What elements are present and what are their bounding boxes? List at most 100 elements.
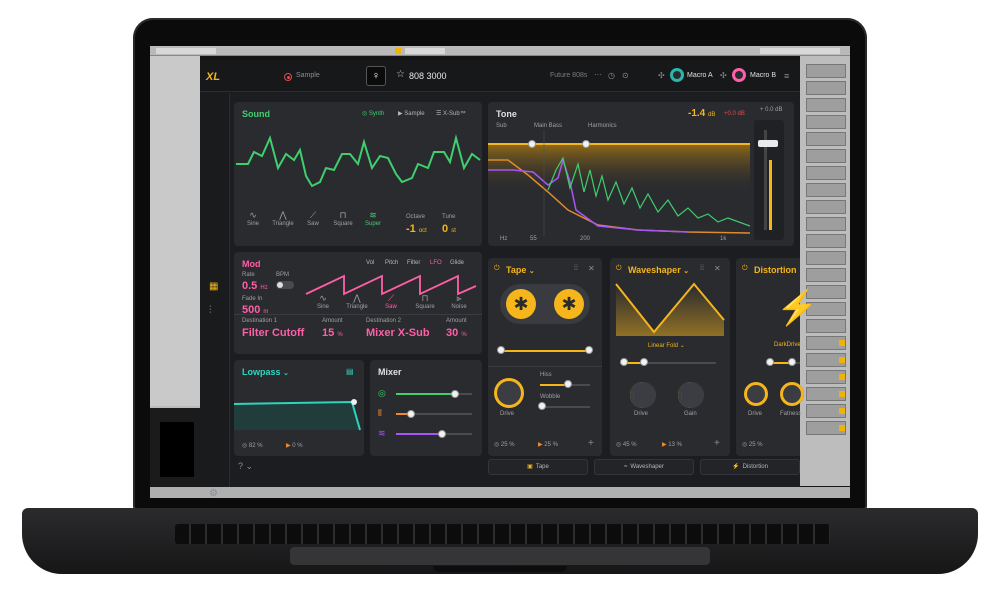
dist-mix1[interactable]: ◎ 25 % xyxy=(742,442,763,448)
output-fader-handle[interactable] xyxy=(758,140,778,147)
daw-clip-slot[interactable] xyxy=(806,217,846,231)
dest2-amount[interactable]: 30 % xyxy=(446,327,467,339)
macro-b-knob[interactable] xyxy=(732,68,746,82)
fx-tab-tape[interactable]: ▣ Tape xyxy=(488,459,588,475)
lfo-noise[interactable]: ⫸ Noise xyxy=(444,293,474,310)
add-icon[interactable]: + xyxy=(588,438,594,449)
macro-a-knob[interactable] xyxy=(670,68,684,82)
waveshaper-mode[interactable]: Linear Fold ⌄ xyxy=(648,343,685,349)
filter-menu-icon[interactable]: ▤ xyxy=(346,367,354,376)
tape-mix2[interactable]: ▶ 25 % xyxy=(538,441,558,448)
fx-tab-distortion[interactable]: ⚡ Distortion xyxy=(700,459,800,475)
daw-clip-slot[interactable] xyxy=(806,132,846,146)
ws-mix1[interactable]: ◎ 45 % xyxy=(616,442,637,448)
more-options-icon[interactable]: ··· xyxy=(594,70,602,79)
waveform-square[interactable]: ⊓ Square xyxy=(328,210,358,227)
close-icon[interactable]: ✕ xyxy=(714,264,721,273)
daw-clip-slot[interactable] xyxy=(806,115,846,129)
drag-macro-b-icon[interactable]: ✣ xyxy=(720,71,727,80)
bpm-toggle[interactable] xyxy=(276,281,294,289)
hiss-handle[interactable] xyxy=(564,380,572,388)
daw-clip-slot[interactable] xyxy=(806,98,846,112)
mode-xsub[interactable]: ☰ X-Sub™ xyxy=(436,111,466,117)
waveform-sine[interactable]: ∿ Sine xyxy=(238,210,268,227)
tape-range-handle-high[interactable] xyxy=(585,346,593,354)
tune-value[interactable]: 0 st xyxy=(442,223,456,235)
distortion-title[interactable]: Distortion xyxy=(754,265,797,275)
record-icon[interactable] xyxy=(284,73,292,81)
tape-range-handle-low[interactable] xyxy=(497,346,505,354)
add-icon[interactable]: + xyxy=(714,438,720,449)
filter-title[interactable]: Lowpass ⌄ xyxy=(242,367,289,377)
waveform-saw[interactable]: ⟋ Saw xyxy=(298,210,328,227)
daw-clip-launch[interactable] xyxy=(839,425,845,431)
preset-name[interactable]: 808 3000 xyxy=(409,71,447,81)
help-icon[interactable]: ? ⌄ xyxy=(238,461,254,471)
tone-gain[interactable]: -1.4 dB xyxy=(688,108,715,119)
drag-handle-icon[interactable]: ⁞⁞ xyxy=(574,265,578,272)
waveshaper-power-icon[interactable]: ⏻ xyxy=(616,265,622,272)
mod-target-pitch[interactable]: Pitch xyxy=(385,260,399,266)
dest1-amount[interactable]: 15 % xyxy=(322,327,343,339)
preset-artwork-icon[interactable]: ♀ xyxy=(366,66,386,86)
ws-range-handle-high[interactable] xyxy=(640,358,648,366)
fade-value[interactable]: 500 m xyxy=(242,304,268,316)
macro-b[interactable]: Macro B xyxy=(732,68,776,82)
daw-clip-slot[interactable] xyxy=(806,183,846,197)
mod-target-filter[interactable]: Filter xyxy=(407,260,421,266)
ws-range-handle-low[interactable] xyxy=(620,358,628,366)
drag-macro-a-icon[interactable]: ✣ xyxy=(658,71,665,80)
daw-clip-slot[interactable] xyxy=(806,404,846,418)
tape-mix1[interactable]: ◎ 25 % xyxy=(494,442,515,448)
dest2-value[interactable]: Mixer X-Sub xyxy=(366,327,430,339)
reso-readout[interactable]: ▶ 0 % xyxy=(286,442,303,449)
ws-mix2[interactable]: ▶ 13 % xyxy=(662,441,682,448)
mixer-handle-2[interactable] xyxy=(407,410,415,418)
daw-clip-slot[interactable] xyxy=(806,302,846,316)
mixer-view-icon[interactable]: ⫶ xyxy=(209,305,212,316)
waveform-triangle[interactable]: ⋀ Triangle xyxy=(268,210,298,227)
tape-range-slider[interactable] xyxy=(500,350,590,352)
mixer-slider-2[interactable] xyxy=(396,413,472,415)
daw-clip-launch[interactable] xyxy=(839,391,845,397)
daw-clip-slot[interactable] xyxy=(806,336,846,350)
grid-view-icon[interactable]: ▦ xyxy=(209,281,219,292)
output-fader[interactable] xyxy=(754,120,784,240)
sample-button[interactable]: Sample xyxy=(296,72,320,79)
dist-fat-knob[interactable] xyxy=(780,382,804,406)
history-icon[interactable]: ◷ xyxy=(608,71,615,80)
dist-range-handle-high[interactable] xyxy=(788,358,796,366)
dist-range-handle-low[interactable] xyxy=(766,358,774,366)
mode-sample[interactable]: ▶ Sample xyxy=(398,111,425,117)
sub-crossover-handle[interactable] xyxy=(528,140,536,148)
octave-value[interactable]: -1 oct xyxy=(406,223,427,235)
daw-clip-launch[interactable] xyxy=(839,340,845,346)
compare-icon[interactable]: ⊙ xyxy=(622,71,629,80)
daw-clip-slot[interactable] xyxy=(806,353,846,367)
favorite-star-icon[interactable]: ☆ xyxy=(396,69,405,80)
daw-clip-slot[interactable] xyxy=(806,81,846,95)
wobble-handle[interactable] xyxy=(538,402,546,410)
mixer-handle-1[interactable] xyxy=(451,390,459,398)
ws-gain-knob[interactable] xyxy=(678,382,704,408)
daw-clip-slot[interactable] xyxy=(806,268,846,282)
tape-drive-knob[interactable] xyxy=(494,378,524,408)
mode-synth[interactable]: ◎ Synth xyxy=(362,111,385,117)
waveshaper-title[interactable]: Waveshaper ⌄ xyxy=(628,265,689,275)
lfo-triangle[interactable]: ⋀ Triangle xyxy=(342,293,372,310)
distortion-mode[interactable]: DarkDrive xyxy=(774,342,801,348)
rate-value[interactable]: 0.5 Hz xyxy=(242,280,268,292)
macro-a[interactable]: Macro A xyxy=(670,68,713,82)
drag-handle-icon[interactable]: ⁞⁞ xyxy=(700,265,704,272)
wobble-slider[interactable] xyxy=(540,406,590,408)
waveform-super[interactable]: ≋ Super xyxy=(358,210,388,227)
mod-target-lfo[interactable]: LFO xyxy=(430,260,442,266)
daw-clip-slot[interactable] xyxy=(806,64,846,78)
dest1-value[interactable]: Filter Cutoff xyxy=(242,327,305,339)
mod-target-glide[interactable]: Glide xyxy=(450,260,465,266)
daw-clip-launch[interactable] xyxy=(839,357,845,363)
harmonics-crossover-handle[interactable] xyxy=(582,140,590,148)
daw-clip-launch[interactable] xyxy=(839,374,845,380)
daw-clip-slot[interactable] xyxy=(806,200,846,214)
settings-icon[interactable]: ⚙ xyxy=(209,488,218,498)
